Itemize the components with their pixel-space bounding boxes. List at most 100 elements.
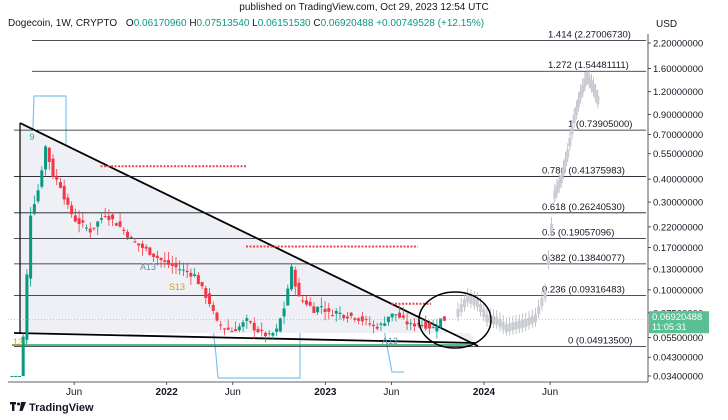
y-tick-label: 1.20000000 [653,87,703,98]
symbol-title: Dogecoin, 1W, CRYPTO [8,18,118,29]
candle-body [431,327,435,329]
projection-body [482,309,486,318]
candle-body [17,376,21,377]
projection-body [495,316,499,325]
fib-level-label: 0 (0.04913500) [568,336,632,347]
resistance-dashes-layer [100,165,432,305]
candle-body [193,274,197,276]
candle-body [107,215,111,220]
projection-body [589,80,593,89]
candle-body [249,321,253,323]
fib-levels-layer: 1.414 (2.27006730) 1.272 (1.54481111) 1 (0… [14,29,646,347]
candle-body [226,327,230,330]
candle-body [405,321,409,325]
candle-body [413,323,417,327]
projection-body [537,306,541,315]
candle-body [222,328,226,330]
candle-body [133,241,137,243]
symbol-legend: Dogecoin, 1W, CRYPTO O0.06170960 H0.0751… [8,18,484,29]
projection-body [581,84,585,93]
candle-body [32,204,36,214]
axis-unit-label: USD [656,19,677,30]
projection-body [579,90,583,99]
candle-body [267,333,271,335]
y-tick-label: 2.20000000 [653,39,703,50]
candle-body [293,269,297,287]
x-tick-label: Jun [383,387,399,398]
candle-body [10,376,14,377]
fib-level-label: 0.236 (0.09316483) [542,285,625,296]
candle-body [167,260,171,265]
demark-annotation: 13 [13,337,23,347]
tradingview-brand[interactable]: TradingView [10,402,94,414]
candle-body [208,293,212,305]
candle-body [36,190,40,202]
projection-body [456,308,460,317]
candle-body [122,229,126,231]
candle-body [174,262,178,268]
candle-body [159,258,163,261]
candle-body [148,247,152,256]
demark-annotation: A13 [140,262,156,272]
projection-body [527,317,531,326]
candle-body [360,316,364,322]
candle-body [383,323,387,326]
candle-body [114,223,118,226]
candle-body [14,376,18,377]
candle-body [420,325,424,327]
projection-layer [456,65,600,337]
projection-body [546,256,550,265]
candle-body [353,318,357,320]
candle-body [319,306,323,308]
candle-body [275,328,279,332]
projection-body [472,297,476,306]
projection-body [555,185,559,194]
projection-body [572,115,576,124]
annotations-layer: A13 S13 A13 13 9 [13,132,492,349]
projection-body [557,180,561,189]
y-tick-label: 0.30000000 [653,198,703,209]
projection-body [596,96,600,105]
candle-body [178,269,182,271]
candle-body [409,323,413,325]
projection-body [576,98,580,107]
candle-body [427,322,431,329]
triangle-base-edge [13,332,477,344]
projection-body [521,319,525,328]
projection-body [592,84,596,93]
y-tick-label: 0.90000000 [653,110,703,121]
x-tick-label: Jun [542,387,558,398]
candle-body [155,255,159,259]
candle-body [401,315,405,318]
y-tick-label: 0.17000000 [653,243,703,254]
candle-body [200,282,204,287]
candle-body [241,322,245,327]
y-tick-label: 0.40000000 [653,175,703,186]
projection-body [587,76,591,85]
candle-body [390,313,394,318]
projection-body [570,126,574,135]
candle-body [290,266,294,290]
candle-body [70,205,74,215]
projection-body [485,314,489,323]
candle-body [163,260,167,262]
publish-note: published on TradingView.com, Oct 29, 20… [239,2,489,13]
fib-level-label: 0.618 (0.26240530) [542,202,625,213]
projection-body [566,149,570,158]
projection-body [559,175,563,184]
time-axis[interactable]: Jun 2022 Jun 2023 Jun 2024 Jun [8,381,648,398]
candle-body [342,315,346,319]
candle-body [334,310,338,314]
price-axis[interactable]: USD 2.20000000 1.60000000 1.20000000 0.90000… [8,19,709,383]
projection-body [517,320,521,329]
projection-body [585,72,589,81]
projection-body [466,294,470,303]
projection-body [511,322,515,331]
x-tick-label: Jun [225,387,241,398]
candle-body [189,272,193,277]
countdown-label: 11:05:31 [652,322,686,332]
demark-annotation: S13 [169,282,185,292]
last-price-tag [649,311,709,334]
candle-body [196,275,200,285]
